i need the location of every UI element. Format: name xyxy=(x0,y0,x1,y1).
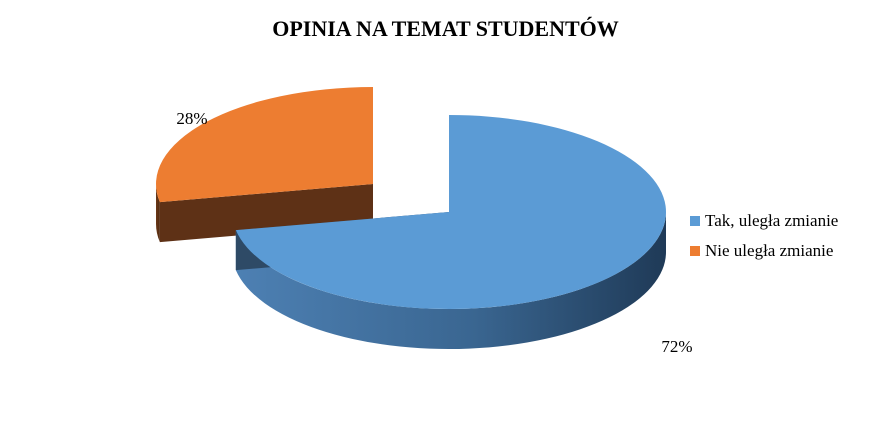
chart-title: OPINIA NA TEMAT STUDENTÓW xyxy=(272,16,619,41)
data-label: 72% xyxy=(661,337,692,356)
slice-side-wall xyxy=(235,212,666,350)
pie-slice xyxy=(156,87,373,203)
legend: Tak, uległa zmianie Nie uległa zmianie xyxy=(690,206,838,266)
legend-swatch-icon xyxy=(690,246,700,256)
slice-side-wall xyxy=(156,184,160,243)
legend-swatch-icon xyxy=(690,216,700,226)
pie-slice xyxy=(235,115,666,309)
legend-label: Nie uległa zmianie xyxy=(705,241,834,260)
data-label: 28% xyxy=(176,109,207,128)
legend-item: Nie uległa zmianie xyxy=(690,236,838,266)
legend-item: Tak, uległa zmianie xyxy=(690,206,838,236)
legend-label: Tak, uległa zmianie xyxy=(705,211,839,230)
